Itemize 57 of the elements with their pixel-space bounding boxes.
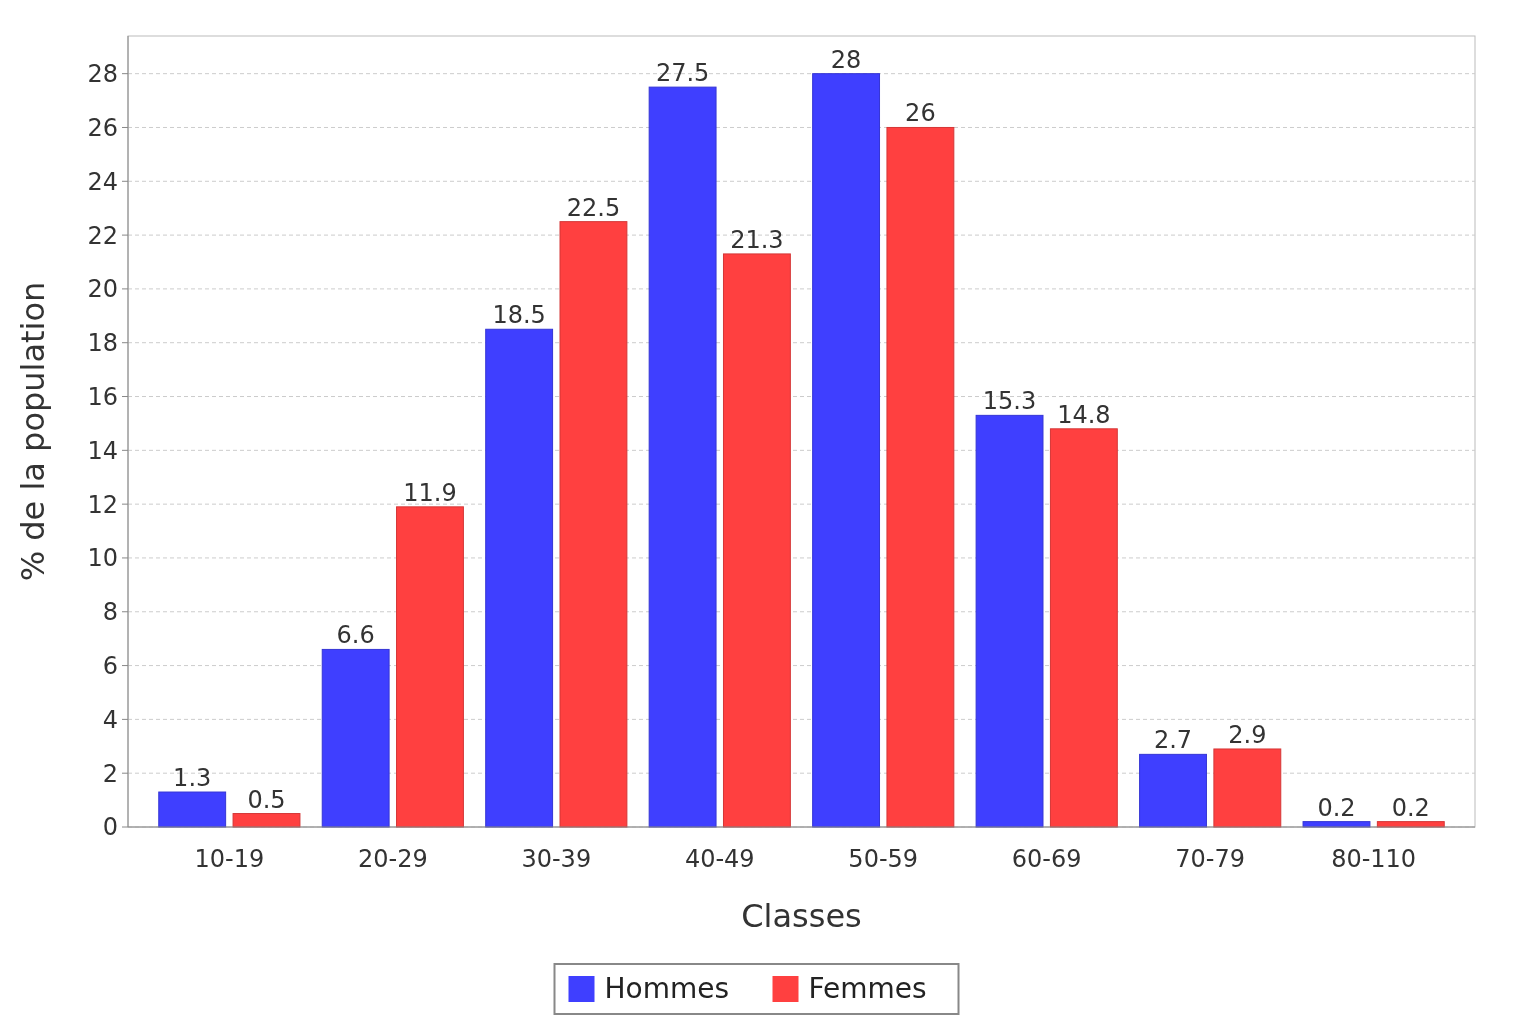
data-label: 28 xyxy=(830,45,862,74)
data-label: 1.3 xyxy=(173,764,212,793)
bar xyxy=(396,506,464,828)
legend-label: Femmes xyxy=(808,972,927,1005)
x-tick-label: 70-79 xyxy=(1175,845,1246,873)
bar xyxy=(812,73,881,828)
legend-label: Hommes xyxy=(604,972,730,1005)
bar xyxy=(321,648,390,828)
bar xyxy=(886,126,955,828)
data-label: 14.8 xyxy=(1057,400,1111,429)
y-tick-label: 2 xyxy=(102,759,118,788)
data-label: 0.2 xyxy=(1391,793,1430,822)
bar xyxy=(1213,748,1282,828)
y-tick-label: 8 xyxy=(102,598,118,627)
data-label: 0.5 xyxy=(247,785,286,814)
bar xyxy=(648,86,717,828)
data-label: 6.6 xyxy=(336,621,375,650)
data-label: 15.3 xyxy=(982,387,1037,416)
y-tick-label: 20 xyxy=(87,275,118,304)
y-tick-label: 28 xyxy=(87,60,118,89)
bar xyxy=(559,221,628,828)
bar xyxy=(975,414,1044,828)
data-label: 18.5 xyxy=(492,301,546,330)
x-tick-label: 40-49 xyxy=(684,845,755,873)
x-tick-label: 10-19 xyxy=(194,845,265,873)
bar xyxy=(232,813,301,828)
x-tick-label: 30-39 xyxy=(521,845,592,873)
bar xyxy=(722,253,791,828)
data-label: 2.7 xyxy=(1153,726,1193,755)
data-label: 21.3 xyxy=(730,225,784,254)
x-tick-label: 60-69 xyxy=(1011,845,1082,873)
y-tick-label: 4 xyxy=(102,705,118,734)
bar xyxy=(1139,753,1207,828)
y-tick-label: 0 xyxy=(102,813,118,842)
bar xyxy=(485,328,554,828)
y-axis-title: % de la population xyxy=(14,281,52,582)
x-tick-label: 80-110 xyxy=(1331,845,1417,873)
y-tick-label: 12 xyxy=(87,490,118,519)
bar xyxy=(1049,428,1118,828)
y-tick-label: 22 xyxy=(87,221,118,250)
data-label: 11.9 xyxy=(403,478,457,507)
y-tick-label: 14 xyxy=(87,436,118,465)
y-tick-label: 18 xyxy=(87,329,118,358)
y-tick-label: 6 xyxy=(102,651,118,680)
y-tick-label: 16 xyxy=(87,382,118,411)
x-tick-label: 50-59 xyxy=(848,845,919,873)
data-label: 22.5 xyxy=(566,193,621,222)
x-tick-label: 20-29 xyxy=(357,845,428,873)
y-tick-label: 24 xyxy=(87,167,118,196)
data-label: 27.5 xyxy=(655,59,710,88)
y-tick-label: 26 xyxy=(87,113,118,142)
data-label: 2.9 xyxy=(1228,720,1267,749)
data-label: 0.2 xyxy=(1317,793,1356,822)
data-label: 26 xyxy=(905,99,936,128)
x-axis-title: Classes xyxy=(741,897,862,935)
bar xyxy=(158,791,227,828)
y-tick-label: 10 xyxy=(87,544,118,573)
